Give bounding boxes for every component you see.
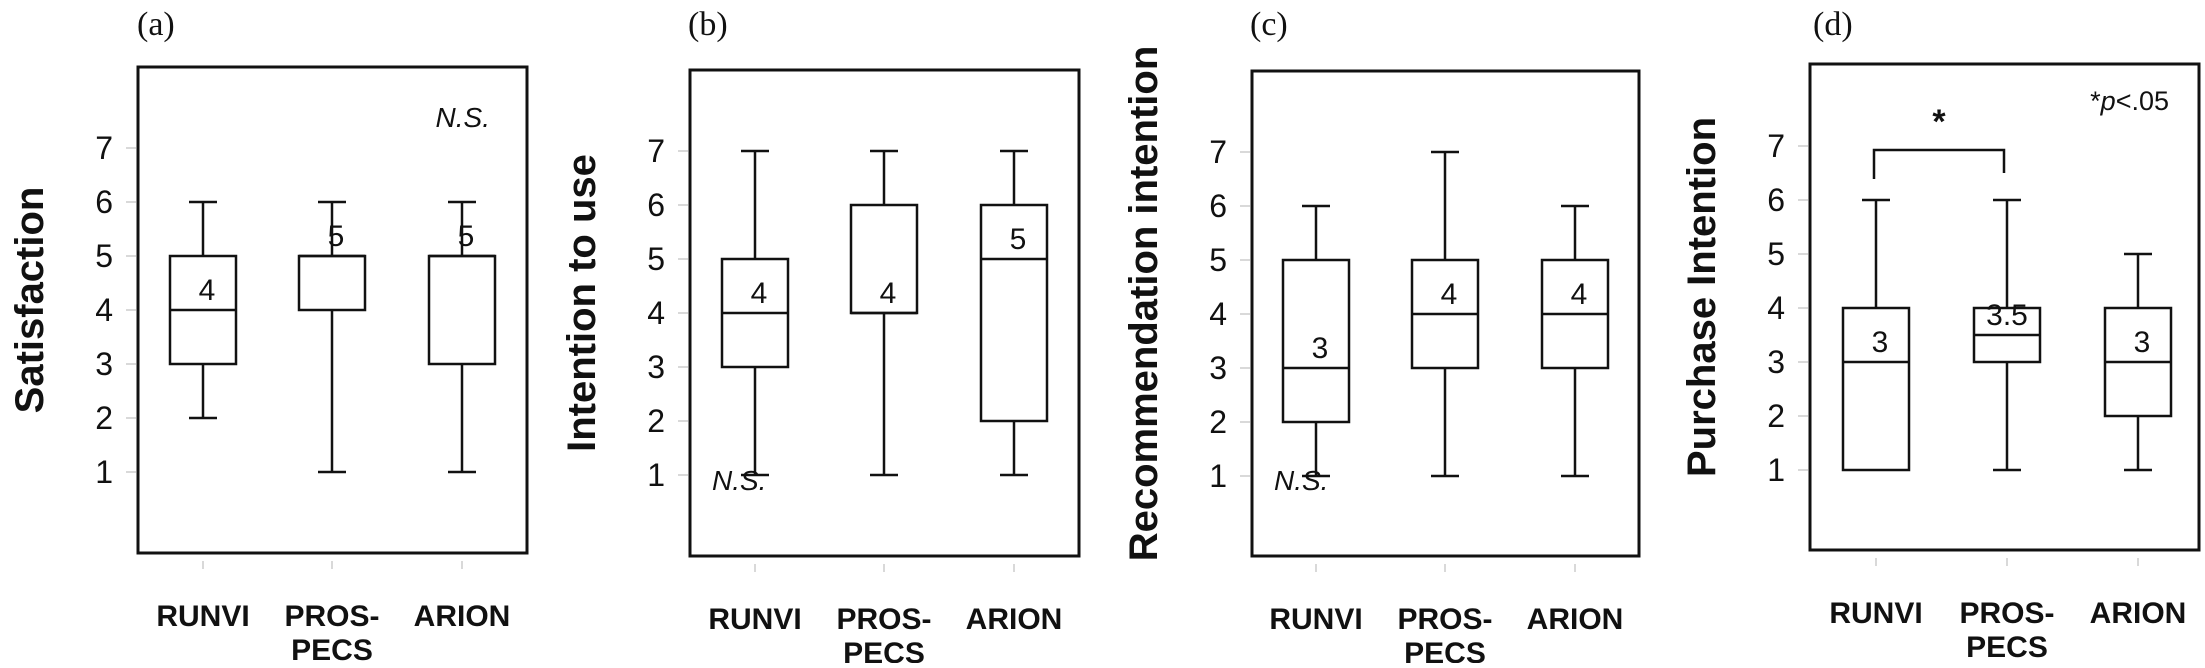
p-value-annotation: *p<.05 (2090, 86, 2169, 116)
y-tick-label: 1 (1209, 458, 1227, 494)
box-prospecs: 3.5 (1972, 198, 2042, 472)
x-category-label: ARION (966, 603, 1063, 636)
median-value-label: 3.5 (1986, 299, 2028, 332)
x-category-label: RUNVI (708, 603, 801, 636)
y-tick-label: 1 (95, 454, 113, 490)
iqr-box (979, 203, 1049, 423)
y-tick-label: 3 (1767, 344, 1785, 380)
y-tick-label: 6 (647, 187, 665, 223)
y-tick-label: 2 (647, 403, 665, 439)
median-value-label: 4 (880, 277, 897, 310)
y-axis-label: Recommendation intention (1122, 46, 1166, 562)
y-tick-label: 5 (647, 241, 665, 277)
x-category-label: PECS (291, 634, 373, 663)
iqr-box (1281, 258, 1351, 424)
y-tick-label: 7 (647, 133, 665, 169)
median-value-label: 3 (2134, 326, 2151, 359)
box-arion: 5 (979, 149, 1049, 477)
median-value-label: 4 (1441, 278, 1458, 311)
y-tick-label: 4 (1767, 290, 1785, 326)
x-category-label: PROS- (1959, 597, 2054, 630)
y-tick-label: 2 (1767, 398, 1785, 434)
box-arion: 5 (427, 200, 497, 474)
y-tick-label: 5 (1209, 242, 1227, 278)
box-prospecs: 5 (297, 200, 367, 474)
plot-frame (1250, 69, 1641, 558)
y-axis-label: Satisfaction (8, 187, 52, 414)
x-category-label: ARION (2090, 597, 2187, 630)
panel-d-letter: (d) (1813, 6, 1853, 43)
panel-a: 1 2 3 4 5 6 7 Satisfaction 4 RUNVI 5 PROS-PECS 5 ARIO… (8, 65, 529, 667)
iqr-box (1841, 306, 1911, 472)
y-tick-label: 6 (95, 184, 113, 220)
median-value-label: 4 (1571, 278, 1588, 311)
box-arion: 3 (2103, 252, 2173, 472)
panel-c: 1 2 3 4 5 6 7 Recommendation intention 3 RUNVI 4 PR… (1122, 46, 1641, 668)
plot-frame (136, 65, 529, 555)
plot-frame (688, 68, 1081, 558)
box-runvi: 4 (720, 149, 790, 477)
x-category-label: ARION (414, 600, 511, 633)
x-category-label: PECS (843, 637, 925, 663)
y-tick-label: 1 (647, 457, 665, 493)
y-tick-label: 7 (1209, 134, 1227, 170)
x-category-label: PROS- (836, 603, 931, 636)
y-tick-label: 3 (1209, 350, 1227, 386)
y-tick-label: 5 (1767, 236, 1785, 272)
iqr-box (297, 254, 367, 312)
y-tick-label: 3 (95, 346, 113, 382)
x-category-label: RUNVI (1829, 597, 1922, 630)
panel-b-letter: (b) (688, 6, 728, 43)
panel-d: 1 2 3 4 5 6 7 Purchase Intention 3 RUNVI 3.5 PROS-P… (1680, 62, 2201, 664)
significance-bracket (1872, 148, 2006, 179)
y-tick-label: 5 (95, 238, 113, 274)
x-category-label: PROS- (1397, 603, 1492, 636)
x-category-label: RUNVI (1269, 603, 1362, 636)
x-category-label: PROS- (284, 600, 379, 633)
y-tick-label: 7 (1767, 128, 1785, 164)
box-runvi: 4 (168, 200, 238, 420)
panel-b: 1 2 3 4 5 6 7 Intention to use 4 RUNVI 4 PROS-PECS 5… (560, 68, 1081, 668)
y-tick-label: 4 (1209, 296, 1227, 332)
y-tick-label: 4 (95, 292, 113, 328)
x-category-label: RUNVI (156, 600, 249, 633)
median-value-label: 5 (1010, 223, 1027, 256)
panel-a-letter: (a) (137, 6, 175, 43)
significance-annotation: N.S. (712, 465, 766, 496)
y-tick-label: 2 (1209, 404, 1227, 440)
box-runvi: 3 (1281, 204, 1351, 478)
significance-star: * (1932, 103, 1946, 141)
median-value-label: 3 (1312, 332, 1329, 365)
median-value-label: 3 (1872, 326, 1889, 359)
y-tick-label: 6 (1209, 188, 1227, 224)
x-category-label: PECS (1404, 637, 1486, 663)
significance-annotation: N.S. (1274, 465, 1328, 496)
x-category-label: PECS (1966, 631, 2048, 663)
y-tick-label: 2 (95, 400, 113, 436)
x-category-label: ARION (1527, 603, 1624, 636)
y-axis-label: Intention to use (560, 154, 604, 452)
y-axis-label: Purchase Intention (1680, 117, 1724, 477)
panel-c-letter: (c) (1250, 6, 1288, 43)
median-value-label: 4 (751, 277, 768, 310)
iqr-box (427, 254, 497, 366)
box-prospecs: 4 (849, 149, 919, 477)
median-value-label: 5 (328, 220, 345, 253)
significance-annotation: N.S. (436, 102, 490, 133)
box-prospecs: 4 (1410, 150, 1480, 478)
y-tick-label: 6 (1767, 182, 1785, 218)
y-tick-label: 3 (647, 349, 665, 385)
y-tick-label: 7 (95, 130, 113, 166)
box-arion: 4 (1540, 204, 1610, 478)
plot-frame (1808, 62, 2201, 552)
median-value-label: 4 (199, 274, 216, 307)
y-tick-label: 4 (647, 295, 665, 331)
median-value-label: 5 (458, 220, 475, 253)
y-tick-label: 1 (1767, 452, 1785, 488)
box-runvi: 3 (1841, 198, 1911, 472)
